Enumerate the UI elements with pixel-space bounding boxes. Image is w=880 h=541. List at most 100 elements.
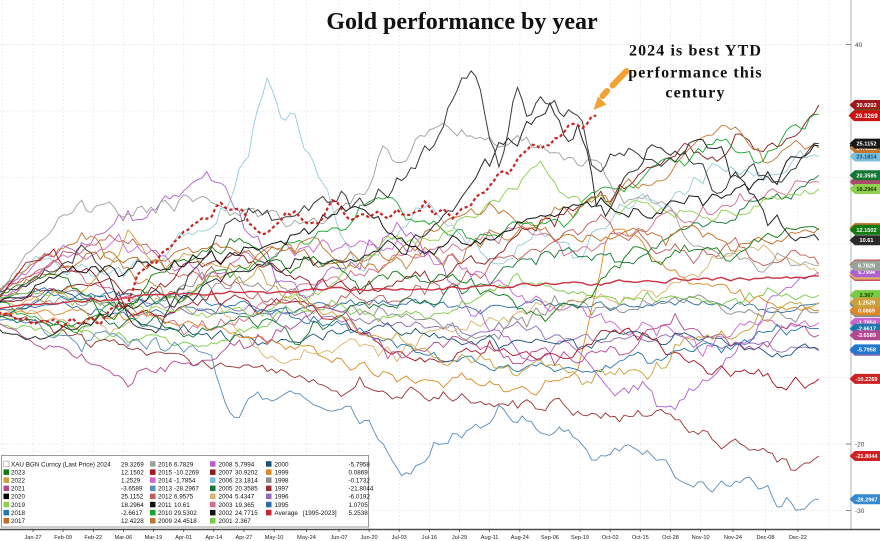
svg-text:2003: 2003: [219, 502, 234, 509]
svg-text:2011: 2011: [158, 502, 172, 509]
svg-text:2017: 2017: [11, 518, 26, 525]
svg-text:5.4347: 5.4347: [235, 494, 255, 501]
svg-text:Feb-09: Feb-09: [54, 535, 72, 541]
svg-text:2008: 2008: [219, 461, 234, 468]
svg-text:2010: 2010: [158, 510, 173, 517]
svg-text:-3.6589: -3.6589: [121, 486, 143, 493]
svg-text:-30: -30: [855, 508, 865, 515]
svg-text:2001: 2001: [219, 518, 234, 525]
svg-text:29.5302: 29.5302: [174, 510, 197, 517]
svg-text:-21.8044: -21.8044: [855, 454, 878, 460]
svg-text:Oct-02: Oct-02: [602, 535, 619, 541]
svg-text:12.1502: 12.1502: [856, 228, 876, 234]
svg-text:2002: 2002: [219, 510, 234, 517]
svg-text:18.2964: 18.2964: [856, 187, 877, 193]
svg-text:0.0869: 0.0869: [349, 469, 369, 476]
svg-text:-1.7854: -1.7854: [174, 478, 196, 485]
svg-text:-21.8044: -21.8044: [349, 486, 374, 493]
svg-text:2021: 2021: [11, 486, 26, 493]
svg-text:24.7715: 24.7715: [235, 510, 258, 517]
svg-text:30.9202: 30.9202: [235, 469, 258, 476]
svg-text:24.4518: 24.4518: [856, 146, 876, 152]
svg-text:Jan-27: Jan-27: [24, 535, 41, 541]
svg-text:-20: -20: [855, 441, 865, 448]
svg-text:40: 40: [855, 42, 863, 49]
svg-text:2004: 2004: [219, 494, 234, 501]
svg-text:6.9575: 6.9575: [174, 494, 194, 501]
svg-text:2024 is best YTD: 2024 is best YTD: [629, 43, 762, 60]
svg-text:5.7994: 5.7994: [235, 461, 255, 468]
svg-text:1.0705: 1.0705: [349, 502, 369, 509]
svg-text:1.2529: 1.2529: [121, 478, 141, 485]
svg-text:19.365: 19.365: [235, 502, 255, 509]
svg-text:Aug-11: Aug-11: [481, 535, 499, 541]
svg-text:2013: 2013: [158, 486, 173, 493]
svg-text:24.4518: 24.4518: [174, 518, 197, 525]
svg-text:1998: 1998: [275, 478, 290, 485]
svg-text:century: century: [665, 85, 725, 102]
svg-text:2.367: 2.367: [235, 518, 251, 525]
svg-text:Nov-10: Nov-10: [692, 535, 710, 541]
svg-text:30.9202: 30.9202: [856, 103, 876, 109]
svg-text:Dec-22: Dec-22: [789, 535, 807, 541]
svg-text:-3.6589: -3.6589: [857, 333, 876, 339]
svg-text:Gold performance by year: Gold performance by year: [326, 9, 598, 35]
svg-text:-10.2269: -10.2269: [855, 377, 877, 383]
svg-text:2006: 2006: [219, 478, 234, 485]
svg-text:1997: 1997: [275, 486, 290, 493]
svg-text:6.7829: 6.7829: [858, 264, 875, 270]
svg-text:2016: 2016: [158, 461, 173, 468]
svg-text:2000: 2000: [275, 461, 290, 468]
svg-text:-5.7958: -5.7958: [349, 461, 371, 468]
svg-text:Feb-22: Feb-22: [84, 535, 102, 541]
svg-text:Nov-24: Nov-24: [724, 535, 742, 541]
svg-text:10.61: 10.61: [174, 502, 190, 509]
svg-text:XAU BGN Curncy (Last Price) 20: XAU BGN Curncy (Last Price) 2024: [11, 461, 111, 468]
svg-text:23.1814: 23.1814: [235, 478, 258, 485]
svg-text:Apr-01: Apr-01: [175, 535, 192, 541]
svg-text:18.2964: 18.2964: [121, 502, 144, 509]
svg-text:Jul-03: Jul-03: [392, 535, 407, 541]
svg-text:2015: 2015: [158, 469, 173, 476]
svg-text:Oct-15: Oct-15: [632, 535, 649, 541]
svg-text:6.7829: 6.7829: [174, 461, 194, 468]
svg-text:Jun-20: Jun-20: [361, 535, 378, 541]
svg-text:[1995-2023]: [1995-2023]: [303, 510, 337, 517]
svg-text:-28.2967: -28.2967: [174, 486, 199, 493]
svg-text:2019: 2019: [11, 502, 26, 509]
svg-text:1995: 1995: [275, 502, 290, 509]
svg-text:Apr-14: Apr-14: [205, 535, 222, 541]
svg-text:2012: 2012: [158, 494, 173, 501]
svg-text:May-24: May-24: [297, 535, 316, 541]
svg-text:Jul-16: Jul-16: [422, 535, 437, 541]
svg-text:performance this: performance this: [628, 65, 762, 82]
svg-text:12.1502: 12.1502: [121, 469, 144, 476]
svg-text:Aug-24: Aug-24: [511, 535, 529, 541]
svg-text:Dec-08: Dec-08: [756, 535, 774, 541]
svg-text:23.1814: 23.1814: [856, 155, 877, 161]
svg-text:2014: 2014: [158, 478, 173, 485]
svg-text:Average: Average: [275, 510, 299, 517]
svg-text:2009: 2009: [158, 518, 173, 525]
svg-text:25.1152: 25.1152: [121, 494, 144, 501]
svg-text:Mar-06: Mar-06: [115, 535, 133, 541]
svg-text:Jun-07: Jun-07: [330, 535, 347, 541]
svg-text:-2.6617: -2.6617: [857, 327, 876, 333]
svg-text:1999: 1999: [275, 469, 290, 476]
svg-text:29.3269: 29.3269: [855, 113, 878, 120]
svg-text:May-10: May-10: [265, 535, 284, 541]
svg-text:5.2538: 5.2538: [349, 510, 369, 517]
svg-text:5.7994: 5.7994: [858, 270, 876, 276]
svg-text:2020: 2020: [11, 494, 26, 501]
svg-text:-10.2269: -10.2269: [174, 469, 199, 476]
svg-text:2005: 2005: [219, 486, 234, 493]
svg-text:Apr-27: Apr-27: [236, 535, 253, 541]
svg-text:10.61: 10.61: [860, 238, 874, 244]
svg-text:29.3269: 29.3269: [121, 461, 144, 468]
svg-text:2022: 2022: [11, 478, 26, 485]
svg-text:25.1152: 25.1152: [857, 142, 877, 148]
svg-text:12.4228: 12.4228: [121, 518, 144, 525]
svg-text:2018: 2018: [11, 510, 26, 517]
svg-text:20.3585: 20.3585: [235, 486, 258, 493]
svg-text:2.367: 2.367: [860, 293, 874, 299]
